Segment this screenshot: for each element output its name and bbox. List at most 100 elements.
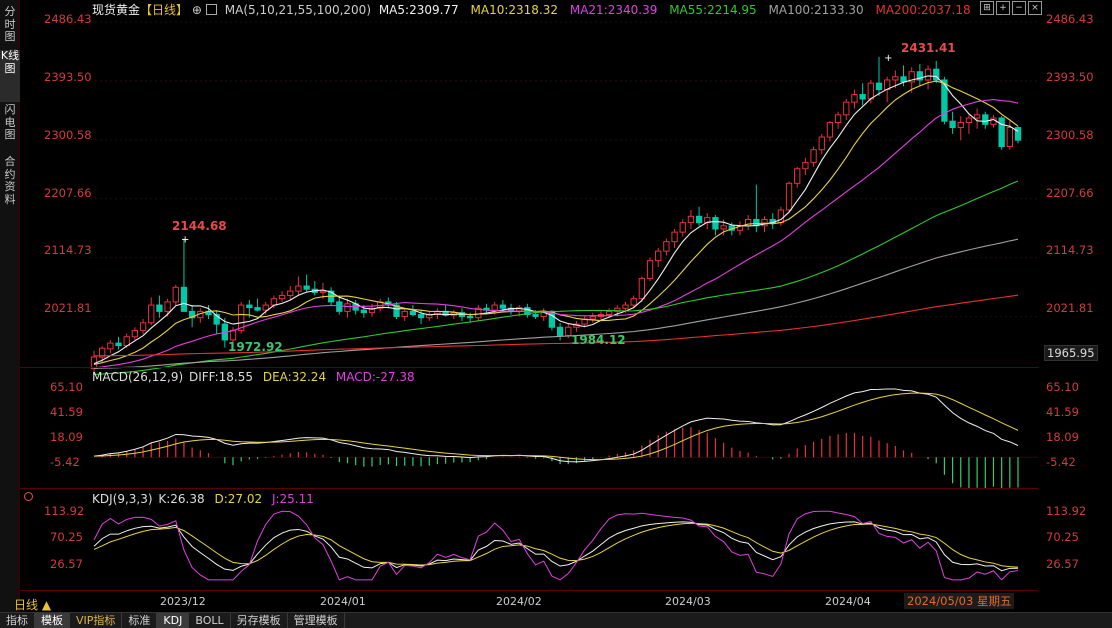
candle-body [843, 101, 850, 116]
candle-body [810, 149, 817, 163]
tab-timeshare[interactable]: 分时图 [4, 5, 16, 43]
tab-templates[interactable]: 模板 [35, 613, 70, 628]
ma200-value: MA200:2037.18 [875, 3, 971, 17]
tab-standard[interactable]: 标准 [122, 613, 158, 628]
tab-indicators[interactable]: 指标 [0, 613, 35, 628]
candle-body [655, 250, 662, 262]
annotation-high-1: 2144.68 [172, 219, 227, 233]
divider-macd [20, 367, 1038, 368]
ma5-line [93, 75, 1019, 365]
candle-body [589, 315, 596, 320]
x-label-3: 2024/03 [665, 595, 711, 608]
candle-body [238, 304, 245, 331]
ma5-value: MA5:2309.77 [378, 3, 459, 17]
candle-body [401, 310, 408, 317]
candle-body [933, 68, 940, 81]
x-label-4: 2024/04 [825, 595, 871, 608]
macd-dea-line [93, 392, 1019, 461]
candle-body [164, 301, 171, 312]
candle-body [360, 309, 367, 314]
ma200-line [93, 294, 1019, 357]
tab-save-template[interactable]: 另存模板 [231, 613, 288, 628]
candle-body [605, 310, 613, 316]
tab-vip-indicators[interactable]: VIP指标 [70, 613, 123, 628]
zoom-in-icon[interactable]: + [996, 1, 1010, 15]
ma10-line [93, 80, 1019, 366]
candle-body [794, 168, 801, 184]
candle-body [875, 82, 883, 90]
candle-body [695, 215, 703, 224]
macd-value: MACD:-27.38 [335, 370, 415, 384]
tab-boll[interactable]: BOLL [189, 613, 231, 628]
candle-body [287, 290, 294, 297]
tab-kdj[interactable]: KDJ [157, 613, 190, 628]
chart-area[interactable]: + + 现货黄金【日线】 ⊕ MA(5,10,21,55,100,200) MA5… [20, 0, 1112, 612]
current-date-label: 2024/05/03 星期五 [904, 593, 1015, 609]
kdj-axis-right-0: 113.92 [1046, 504, 1087, 518]
dot-icon[interactable] [24, 492, 33, 501]
ma55-value: MA55:2214.95 [669, 3, 757, 17]
tab-manage-templates[interactable]: 管理模板 [288, 613, 345, 628]
candle-body [393, 304, 400, 317]
ma100-value: MA100:2133.30 [768, 3, 864, 17]
kdj-title: KDJ(9,3,3) [92, 492, 153, 506]
divider-kdj [20, 488, 1038, 489]
candle-body [148, 304, 155, 324]
plus-circle-icon[interactable]: ⊕ [191, 3, 202, 17]
candle-body [188, 310, 196, 319]
macd-header: MACD(26,12,9) DIFF:18.55 DEA:32.24 MACD:… [92, 369, 415, 385]
period-selector[interactable]: 日线 ▲ [14, 598, 52, 612]
macd-axis-left-0: 65.10 [50, 380, 83, 394]
candle-body [867, 82, 874, 100]
price-label-left-5: 2021.81 [44, 301, 92, 315]
candle-body [957, 121, 964, 129]
candle-body [630, 298, 637, 306]
candle-body [924, 68, 932, 81]
high-marker: + [181, 235, 189, 246]
kdj-j: J:25.11 [271, 492, 314, 506]
candle-body [417, 314, 425, 319]
candle-body [965, 117, 973, 123]
candle-body [679, 222, 686, 233]
main-header: 现货黄金【日线】 ⊕ MA(5,10,21,55,100,200) MA5:23… [92, 2, 971, 18]
close-icon[interactable]: × [1028, 1, 1042, 15]
x-label-0: 2023/12 [160, 595, 206, 608]
ma21-line [93, 99, 1019, 369]
candle-body [892, 76, 899, 81]
candle-body [900, 76, 907, 83]
period-tag: 【日线】 [140, 3, 189, 17]
price-label-bottom: 1965.95 [1044, 345, 1098, 361]
tab-flash[interactable]: 闪电图 [4, 103, 16, 141]
grid-icon[interactable]: ⊞ [980, 1, 994, 15]
candle-body [278, 295, 286, 300]
kdj-axis-right-2: 26.57 [1046, 557, 1079, 571]
candle-body [712, 217, 719, 230]
candle-body [663, 241, 670, 252]
price-label-left-2: 2300.58 [44, 128, 92, 142]
annotation-low-2: 1984.12 [571, 333, 626, 347]
sidebar: 分时图 K线图 闪电图 合约资料 [0, 0, 20, 612]
kdj-j-line [93, 510, 1019, 581]
symbol-name: 现货黄金 [92, 3, 141, 17]
ma21-value: MA21:2340.39 [569, 3, 658, 17]
zoom-out-icon[interactable]: − [1012, 1, 1026, 15]
price-label-right-1: 2393.50 [1046, 70, 1094, 84]
annotation-low-1: 1972.92 [228, 340, 283, 354]
candle-body [834, 114, 842, 123]
macd-title: MACD(26,12,9) [92, 370, 184, 384]
kdj-axis-left-0: 113.92 [44, 504, 85, 518]
tab-kline[interactable]: K线图 [0, 49, 20, 102]
candle-body [818, 136, 825, 151]
candle-body [368, 307, 376, 314]
candle-body [344, 303, 351, 312]
candle-body [826, 121, 834, 138]
chart-svg[interactable]: ++ [20, 0, 1112, 612]
candle-body [139, 322, 147, 331]
candle-body [491, 304, 498, 311]
candle-body [303, 285, 310, 290]
grid-icon[interactable] [205, 4, 217, 15]
candle-body [156, 304, 163, 312]
candle-body [622, 304, 629, 309]
ma-params: MA(5,10,21,55,100,200) [224, 3, 371, 17]
tab-contract-info[interactable]: 合约资料 [4, 155, 16, 206]
